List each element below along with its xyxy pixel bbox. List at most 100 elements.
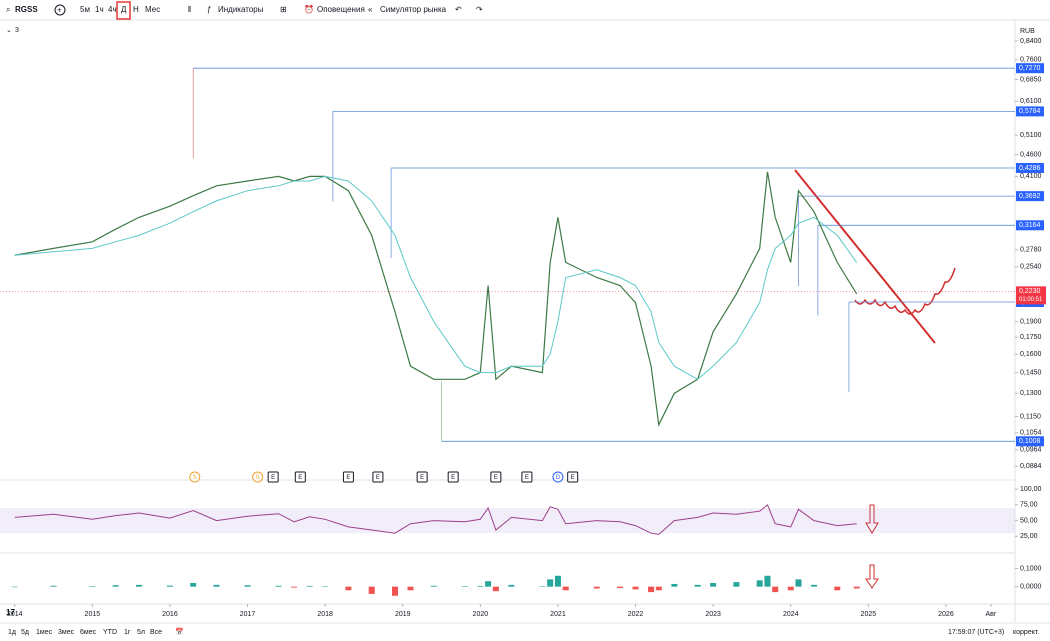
event-label: E xyxy=(346,475,350,481)
event-marker[interactable] xyxy=(521,471,533,483)
level-badge-label: 0,3164 xyxy=(1019,222,1041,229)
redo[interactable]: ↷ xyxy=(476,5,483,14)
macd-bar xyxy=(322,586,329,587)
event-marker[interactable] xyxy=(267,471,279,483)
range-button[interactable]: Все xyxy=(150,629,162,636)
macd-bar xyxy=(391,586,398,596)
add-symbol-plus: + xyxy=(57,6,62,15)
event-marker[interactable] xyxy=(294,471,306,483)
arrow-drawing[interactable] xyxy=(865,504,879,534)
adjust-toggle[interactable]: коррект. xyxy=(1013,629,1039,636)
macd-bar xyxy=(787,586,794,591)
interval-button[interactable]: 4ч xyxy=(108,5,117,14)
y-tick-label: 0,1750 xyxy=(1020,334,1042,341)
x-tick-label: 2026 xyxy=(938,611,954,618)
alerts-icon: ⏰ xyxy=(304,4,314,14)
macd-bar xyxy=(772,586,779,593)
event-marker[interactable] xyxy=(372,471,384,483)
logo[interactable]: 17 xyxy=(6,608,15,617)
clock[interactable]: 17:59:07 (UTC+3) xyxy=(948,629,1004,636)
event-marker[interactable] xyxy=(490,471,502,483)
chart-type[interactable]: ⫴ xyxy=(188,5,191,14)
level-badge xyxy=(1016,191,1044,202)
y-tick-label: 0,4100 xyxy=(1020,173,1042,180)
macd-bar xyxy=(89,586,96,587)
interval-button[interactable]: 1ч xyxy=(95,5,104,14)
price-line xyxy=(14,171,858,427)
symbol[interactable]: RGSS xyxy=(15,5,38,14)
currency[interactable]: RUB xyxy=(1020,28,1035,35)
level-badge xyxy=(1016,63,1044,74)
macd-bar xyxy=(477,585,484,587)
macd-bar xyxy=(508,584,515,587)
macd-bar xyxy=(834,586,841,591)
macd-bar xyxy=(485,581,492,587)
macd-bar xyxy=(244,585,251,587)
legend-toggle[interactable]: ⌄ xyxy=(6,27,12,34)
macd-bar xyxy=(291,586,298,588)
y-tick-label: 0,2780 xyxy=(1020,247,1042,254)
macd-bar xyxy=(593,586,600,589)
range-button[interactable]: YTD xyxy=(103,629,117,636)
replay-icon: « xyxy=(368,5,373,14)
macd-bar xyxy=(275,585,282,587)
y-tick-label: 0,6100 xyxy=(1020,98,1042,105)
y-tick-label: 0,0884 xyxy=(1020,463,1042,470)
x-tick-label: 2023 xyxy=(705,611,721,618)
macd-bar xyxy=(135,584,142,587)
macd-bar xyxy=(492,586,499,592)
event-marker[interactable] xyxy=(252,471,264,483)
y-tick-label: 0,8400 xyxy=(1020,38,1042,45)
range-button[interactable]: 1мес xyxy=(36,629,53,636)
rsi-tick-label: 25,00 xyxy=(1020,533,1038,540)
event-marker[interactable] xyxy=(552,471,564,483)
add-symbol[interactable] xyxy=(54,4,66,16)
range-button[interactable]: 3мес xyxy=(58,629,75,636)
macd-tick-label: 0,1000 xyxy=(1020,565,1042,572)
event-marker[interactable] xyxy=(567,471,579,483)
level-badge xyxy=(1016,106,1044,117)
macd-bar xyxy=(632,586,639,590)
level-badge xyxy=(1016,220,1044,231)
indicators[interactable]: Индикаторы xyxy=(218,5,264,14)
y-tick-label: 0,1300 xyxy=(1020,390,1042,397)
legend-count[interactable]: 3 xyxy=(15,27,19,34)
event-marker[interactable] xyxy=(342,471,354,483)
range-button[interactable]: 5д xyxy=(21,629,29,636)
level-badge xyxy=(1016,436,1044,447)
x-tick-label: 2014 xyxy=(7,611,23,618)
macd-bar xyxy=(112,585,119,587)
y-tick-label: 0,1600 xyxy=(1020,351,1042,358)
macd-bar xyxy=(50,585,57,587)
interval-button[interactable]: Н xyxy=(133,5,139,14)
event-label: E xyxy=(525,475,529,481)
macd-bar xyxy=(648,586,655,593)
range-button[interactable]: 5л xyxy=(137,629,145,636)
macd-bar xyxy=(671,583,678,587)
replay[interactable]: Симулятор рынка xyxy=(380,5,447,14)
interval-button[interactable]: Мес xyxy=(145,5,160,14)
range-button[interactable]: 1г xyxy=(124,629,131,636)
event-marker[interactable] xyxy=(416,471,428,483)
event-label: S xyxy=(256,475,260,481)
event-label: S xyxy=(193,475,197,481)
range-button[interactable]: 1д xyxy=(8,629,16,636)
event-marker[interactable] xyxy=(189,471,201,483)
last-price-badge xyxy=(1016,286,1046,305)
date-range-icon[interactable]: 📅 xyxy=(175,627,184,636)
event-marker[interactable] xyxy=(447,471,459,483)
layouts[interactable]: ⊞ xyxy=(280,5,287,14)
projection-drawing[interactable] xyxy=(854,267,956,315)
arrow-drawing[interactable] xyxy=(865,564,879,589)
alerts[interactable]: Оповещения xyxy=(317,5,365,14)
x-tick-label: 2020 xyxy=(473,611,489,618)
level-badge-label: 0,7270 xyxy=(1019,65,1041,72)
search-icon[interactable]: ⌕ xyxy=(6,5,10,14)
y-tick-label: 0,1900 xyxy=(1020,318,1042,325)
undo[interactable]: ↶ xyxy=(455,5,462,14)
interval-button[interactable]: Д xyxy=(121,5,127,14)
range-button[interactable]: 6мес xyxy=(80,629,97,636)
macd-bar xyxy=(554,575,561,587)
interval-button[interactable]: 5м xyxy=(80,5,90,14)
